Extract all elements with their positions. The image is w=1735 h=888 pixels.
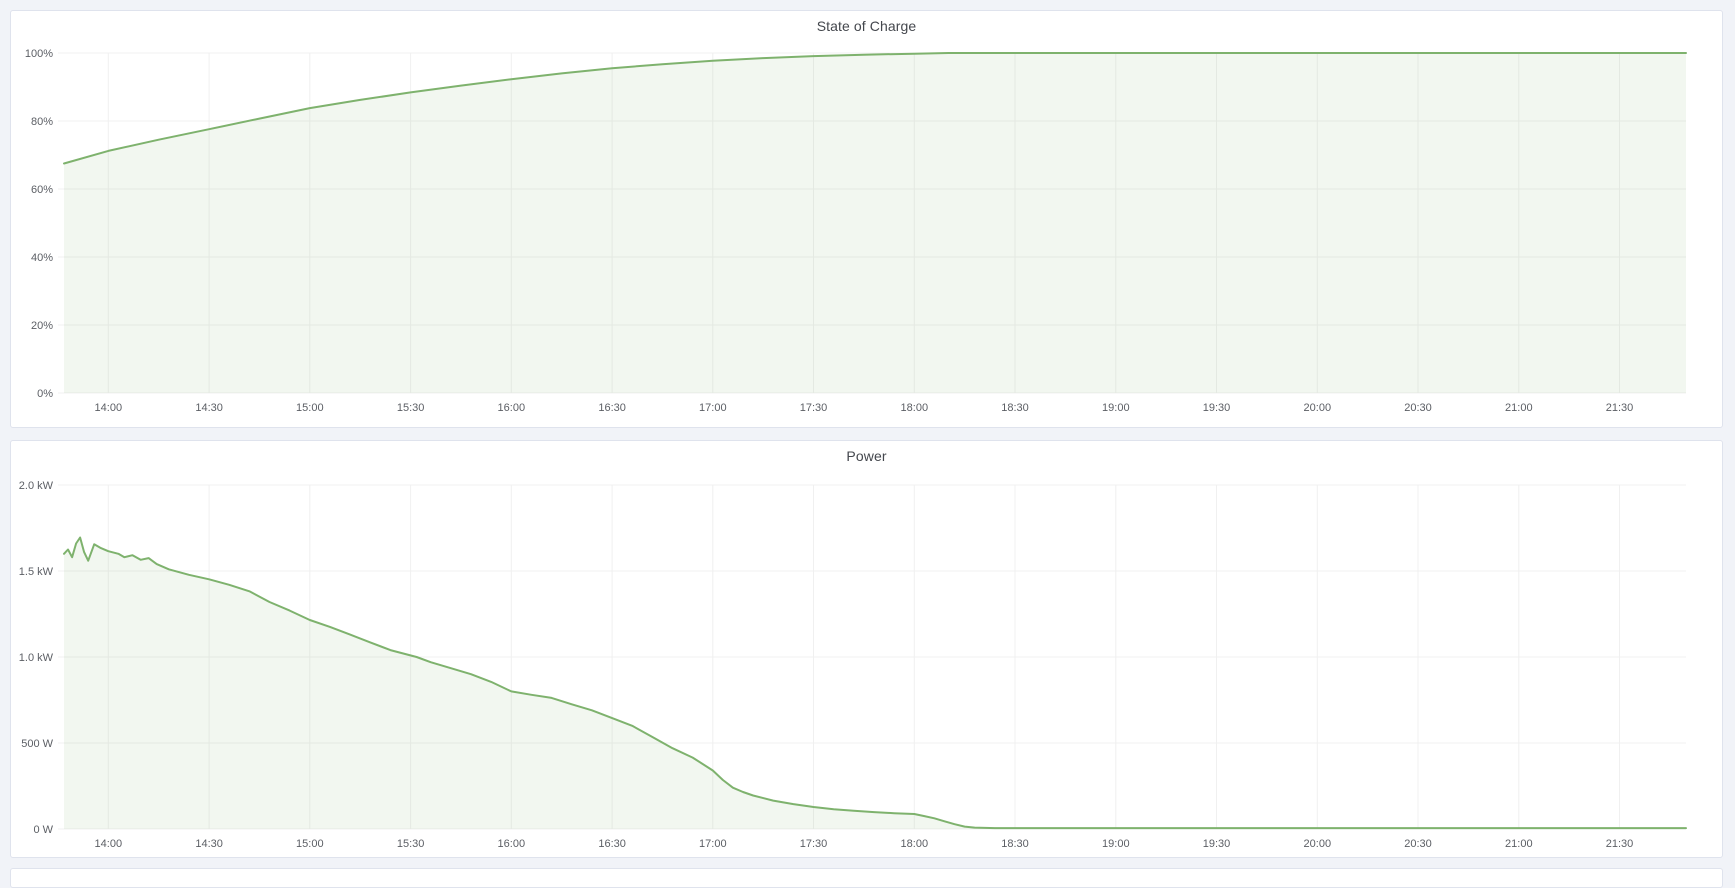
x-tick-label: 15:00 <box>296 838 324 850</box>
y-tick-label: 40% <box>31 252 53 264</box>
x-tick-label: 18:30 <box>1001 838 1029 850</box>
x-tick-label: 16:00 <box>498 838 526 850</box>
panel-state-of-charge: State of Charge 0% 20% 40% 60% 80% 100% 14:00 1… <box>10 10 1723 428</box>
series-area-power <box>64 537 1686 829</box>
y-tick-label: 80% <box>31 116 53 128</box>
x-tick-label: 15:30 <box>397 402 425 414</box>
y-tick-label: 20% <box>31 320 53 332</box>
series-area-state-of-charge <box>64 53 1686 393</box>
power-plot[interactable]: 0 W 500 W 1.0 kW 1.5 kW 2.0 kW 14:00 14:30 15:0… <box>11 441 1724 857</box>
x-tick-label: 16:30 <box>598 838 626 850</box>
state-of-charge-plot[interactable]: 0% 20% 40% 60% 80% 100% 14:00 14:30 15:00 15:30 16… <box>11 11 1724 427</box>
y-tick-label: 2.0 kW <box>19 480 54 492</box>
x-tick-label: 21:00 <box>1505 838 1533 850</box>
x-tick-label: 15:00 <box>296 402 324 414</box>
x-tick-label: 16:00 <box>498 402 526 414</box>
series-line-power <box>63 536 1687 830</box>
panel-title-power[interactable]: Power <box>846 448 887 464</box>
y-tick-label: 0% <box>37 388 53 400</box>
x-tick-label: 20:30 <box>1404 838 1432 850</box>
x-tick-label: 14:30 <box>195 838 223 850</box>
x-tick-label: 16:30 <box>598 402 626 414</box>
x-tick-label: 20:30 <box>1404 402 1432 414</box>
x-tick-label: 21:30 <box>1606 838 1634 850</box>
x-tick-label: 15:30 <box>397 838 425 850</box>
x-tick-label: 19:00 <box>1102 838 1130 850</box>
x-tick-label: 14:30 <box>195 402 223 414</box>
x-tick-label: 20:00 <box>1304 402 1332 414</box>
x-tick-label: 17:30 <box>800 402 828 414</box>
x-tick-label: 18:30 <box>1001 402 1029 414</box>
x-tick-label: 14:00 <box>95 838 123 850</box>
panel-title-state-of-charge[interactable]: State of Charge <box>816 18 917 34</box>
x-tick-label: 18:00 <box>901 402 929 414</box>
x-tick-label: 17:00 <box>699 838 727 850</box>
x-tick-label: 19:30 <box>1203 838 1231 850</box>
x-tick-label: 17:30 <box>800 838 828 850</box>
y-tick-label: 60% <box>31 184 53 196</box>
y-tick-label: 1.5 kW <box>19 566 54 578</box>
panel-power: Power 0 W 500 W 1.0 kW 1.5 kW 2.0 kW 14:00 14:… <box>10 440 1723 858</box>
x-tick-label: 14:00 <box>95 402 123 414</box>
y-tick-label: 1.0 kW <box>19 652 54 664</box>
y-tick-label: 500 W <box>21 738 53 750</box>
y-tick-label: 100% <box>25 48 53 60</box>
series-line-state-of-charge <box>63 52 1687 165</box>
x-tick-label: 21:00 <box>1505 402 1533 414</box>
power-chart[interactable]: 0 W 500 W 1.0 kW 1.5 kW 2.0 kW 14:00 14:30 15:0… <box>11 441 1724 857</box>
x-tick-label: 18:00 <box>901 838 929 850</box>
state-of-charge-chart[interactable]: 0% 20% 40% 60% 80% 100% 14:00 14:30 15:00 15:30 16… <box>11 11 1724 427</box>
panel-partial-next <box>10 868 1723 888</box>
x-tick-label: 21:30 <box>1606 402 1634 414</box>
x-tick-label: 19:30 <box>1203 402 1231 414</box>
y-tick-label: 0 W <box>33 824 53 836</box>
x-tick-label: 17:00 <box>699 402 727 414</box>
x-tick-label: 19:00 <box>1102 402 1130 414</box>
x-tick-label: 20:00 <box>1304 838 1332 850</box>
